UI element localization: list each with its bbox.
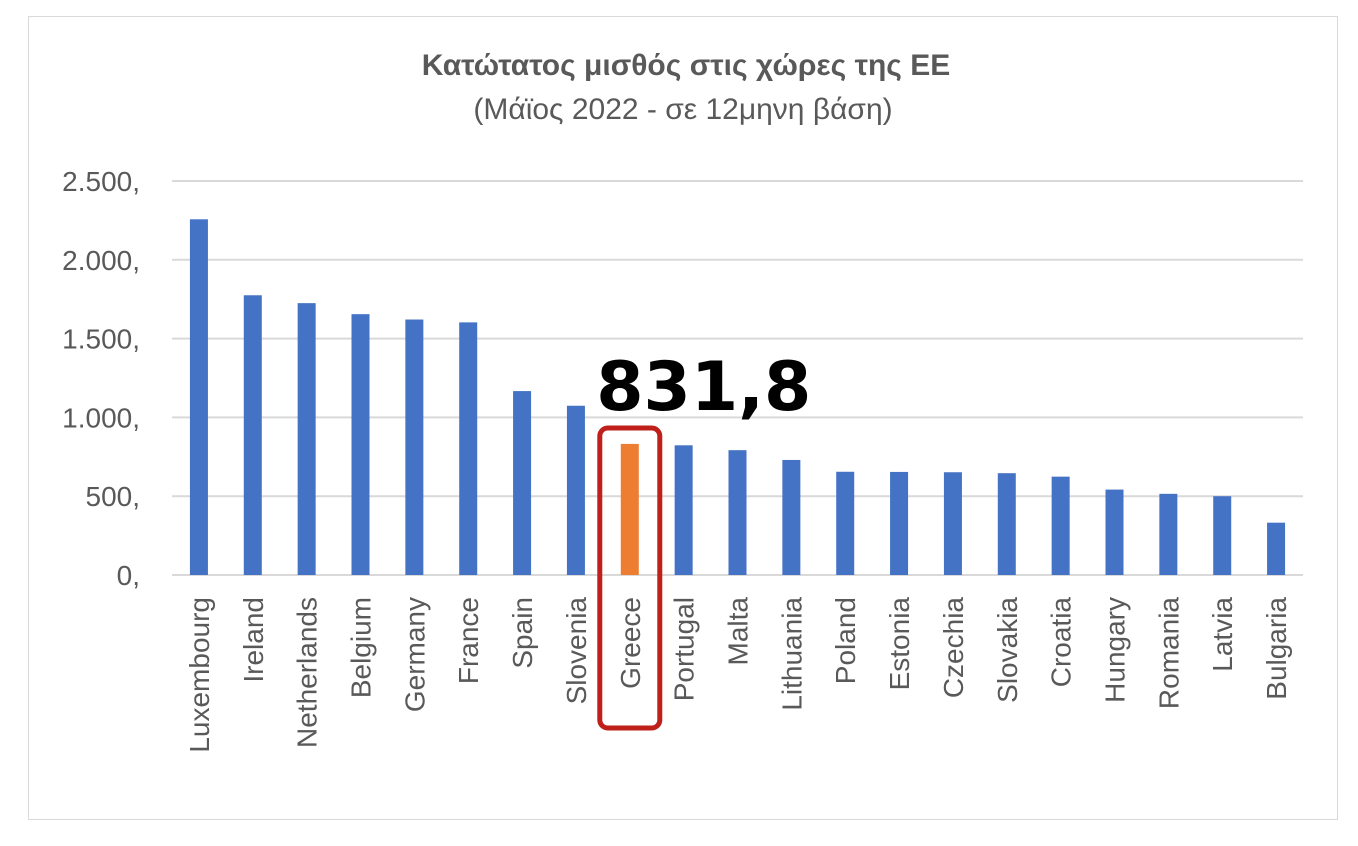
bar-romania (1159, 493, 1178, 575)
x-tick-label: Lithuania (776, 597, 807, 711)
bar-slovakia (997, 473, 1016, 575)
x-tick-label: Czechia (938, 597, 969, 699)
x-tick-label: Latvia (1207, 597, 1238, 672)
bars (189, 219, 1286, 575)
x-tick-label: Hungary (1100, 597, 1131, 703)
bar-portugal (674, 445, 693, 575)
bar-hungary (1105, 489, 1124, 575)
bar-latvia (1213, 496, 1232, 575)
x-tick-label: Portugal (669, 597, 700, 701)
x-tick-label: Estonia (884, 597, 915, 691)
x-tick-label: Romania (1153, 597, 1184, 709)
y-tick-label: 2.500, (62, 166, 140, 197)
y-tick-label: 1.500, (62, 324, 140, 355)
x-tick-label: Spain (507, 597, 538, 669)
x-tick-label: Bulgaria (1261, 597, 1292, 700)
x-tick-label: Slovenia (561, 597, 592, 705)
bar-czechia (943, 472, 962, 575)
chart-title: Κατώτατος μισθός στις χώρες της ΕΕ (422, 49, 951, 82)
bar-slovenia (566, 405, 585, 575)
bar-belgium (351, 314, 370, 575)
y-tick-label: 1.000, (62, 402, 140, 433)
y-tick-label: 0, (117, 560, 140, 591)
bar-ireland (243, 295, 262, 575)
y-tick-label: 500, (86, 481, 141, 512)
x-axis-ticks: Luxembourg Ireland Netherlands Belgium Germa… (184, 597, 1292, 753)
highlight-group: 831,8 (596, 348, 811, 731)
bar-croatia (1051, 476, 1070, 575)
x-tick-label: Netherlands (292, 597, 323, 748)
bar-lithuania (782, 459, 801, 575)
x-tick-label: Luxembourg (184, 597, 215, 753)
bar-germany (405, 319, 424, 575)
bar-luxembourg (189, 219, 208, 575)
bar-spain (513, 391, 532, 575)
highlight-box (597, 425, 663, 731)
x-tick-label: Ireland (238, 597, 269, 683)
bar-bulgaria (1267, 522, 1286, 575)
highlight-value-label: 831,8 (596, 348, 811, 427)
x-tick-label: Malta (723, 597, 754, 666)
bar-netherlands (297, 303, 316, 575)
bar-estonia (890, 471, 909, 575)
x-tick-label: Poland (830, 597, 861, 684)
bar-poland (836, 471, 855, 575)
x-tick-label: Slovakia (992, 597, 1023, 703)
bar-france (459, 322, 478, 575)
bar-greece (620, 443, 639, 575)
bar-malta (728, 450, 747, 575)
y-axis-ticks: 0, 500, 1.000, 1.500, 2.000, 2.500, (62, 166, 140, 591)
y-tick-label: 2.000, (62, 245, 140, 276)
chart-subtitle: (Μάϊος 2022 - σε 12μηνη βάση) (473, 93, 892, 126)
x-tick-label: Germany (399, 597, 430, 712)
x-tick-label: Greece (615, 597, 646, 689)
x-tick-label: Croatia (1046, 597, 1077, 688)
x-tick-label: France (453, 597, 484, 684)
x-tick-label: Belgium (346, 597, 377, 698)
